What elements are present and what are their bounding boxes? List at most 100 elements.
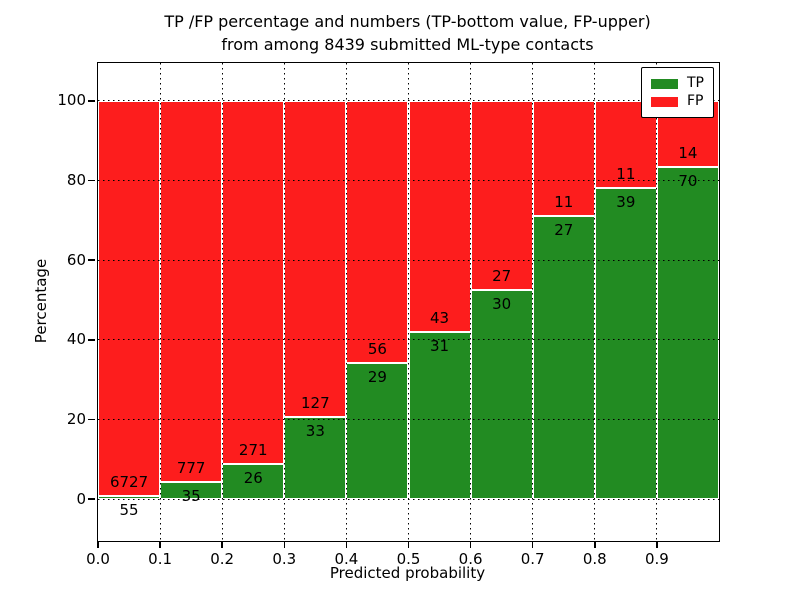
- tp-count-label: 30: [492, 294, 512, 313]
- x-tick-mark: [159, 541, 161, 548]
- tp-count-label: 29: [367, 368, 387, 387]
- x-tick-label: 0.5: [396, 550, 421, 568]
- bar-segment-fp: [532, 100, 595, 217]
- tp-count-label: 55: [119, 500, 139, 519]
- y-tick-mark: [88, 498, 95, 500]
- tp-count-label: 33: [305, 422, 325, 441]
- bar-segment-fp: [408, 100, 471, 333]
- y-tick-mark: [88, 259, 95, 261]
- bar-segment-fp: [470, 100, 533, 290]
- x-tick-label: 0.0: [86, 550, 110, 568]
- x-axis-label: Predicted probability: [329, 564, 486, 582]
- bar-segment-fp: [222, 100, 285, 465]
- fp-color-swatch: [651, 96, 678, 107]
- bar-segment-fp: [98, 100, 161, 496]
- bar-segment-fp: [594, 100, 657, 189]
- gridline-vertical: [345, 63, 347, 541]
- bar-segment-tp: [594, 188, 657, 500]
- fp-count-label: 14: [678, 144, 698, 163]
- x-tick-mark: [283, 541, 286, 548]
- y-tick-label: 80: [66, 171, 86, 189]
- x-tick-label: 0.3: [272, 550, 297, 568]
- legend: TP FP: [641, 67, 714, 118]
- legend-item-tp: TP: [651, 76, 704, 91]
- bar-segment-tp: [408, 332, 471, 500]
- grid-layer: [98, 63, 719, 541]
- y-tick-label: 100: [57, 91, 86, 110]
- tp-count-label: 35: [181, 487, 201, 505]
- fp-count-label: 56: [367, 340, 387, 359]
- bar-segment-tp: [656, 167, 719, 500]
- tp-color-swatch: [651, 78, 678, 89]
- y-tick-label: 60: [66, 250, 86, 269]
- x-tick-mark: [345, 541, 348, 548]
- bar-segment-tp: [346, 363, 409, 500]
- gridline-vertical: [283, 63, 285, 541]
- y-tick-label: 40: [66, 330, 86, 349]
- gridline-horizontal: [98, 419, 719, 420]
- gridline-vertical: [656, 63, 658, 541]
- x-tick-label: 0.6: [458, 550, 483, 568]
- bar-segment-fp: [160, 100, 223, 482]
- fp-count-label: 127: [301, 394, 330, 413]
- chart-title-line2: from among 8439 submitted ML-type contac…: [221, 35, 594, 55]
- legend-label-fp: FP: [687, 93, 704, 109]
- gridline-vertical: [532, 63, 534, 541]
- fp-count-label: 11: [554, 193, 574, 212]
- gridline-vertical: [594, 63, 596, 541]
- fp-count-label: 6727: [109, 472, 149, 491]
- ticks-layer: 0 20 40 60 80 100 0.0 0.1 0.2 0.3 0.4 0.5 0.6 0.7 0.8 0…: [57, 63, 719, 568]
- x-tick-label: 0.2: [210, 550, 235, 568]
- x-tick-mark: [594, 541, 596, 548]
- y-tick-mark: [88, 339, 95, 341]
- y-tick-mark: [88, 418, 95, 421]
- fp-count-label: 43: [430, 309, 450, 328]
- tp-count-label: 26: [243, 469, 263, 488]
- gridline-vertical: [221, 63, 223, 541]
- fp-count-label: 11: [616, 165, 636, 184]
- chart-title-line1: TP /FP percentage and numbers (TP-bottom…: [164, 12, 651, 31]
- bar-segment-tp: [470, 289, 533, 500]
- annotations-layer: 6727 55 777 35 271 26 127 33 56 29 43 31 27 30 11 27 11 3…: [98, 63, 719, 541]
- bar-segment-fp: [284, 100, 347, 417]
- y-tick-mark: [88, 100, 95, 102]
- bars-layer: [98, 63, 719, 541]
- x-tick-label: 0.4: [334, 550, 359, 568]
- plot-area: 6727 55 777 35 271 26 127 33 56 29 43 31 27 30 11 27 11 3…: [57, 62, 720, 568]
- x-tick-label: 0.1: [148, 550, 173, 568]
- fp-count-label: 27: [492, 266, 512, 285]
- chart-title: TP /FP percentage and numbers (TP-bottom…: [97, 10, 718, 56]
- tp-count-label: 27: [554, 221, 574, 240]
- x-tick-mark: [221, 541, 223, 548]
- fp-count-label: 777: [176, 459, 206, 477]
- gridline-vertical: [408, 63, 409, 541]
- fp-count-label: 271: [238, 441, 268, 460]
- tp-count-label: 70: [678, 172, 698, 191]
- x-tick-label: 0.9: [644, 550, 669, 568]
- legend-label-tp: TP: [687, 75, 704, 91]
- bar-segment-tp: [222, 464, 285, 500]
- tp-count-label: 31: [430, 337, 450, 356]
- x-tick-mark: [97, 541, 99, 548]
- bar-segment-tp: [98, 495, 161, 500]
- bar-segment-fp: [346, 100, 409, 364]
- y-tick-label: 20: [66, 410, 86, 428]
- y-tick-mark: [88, 179, 95, 182]
- x-tick-mark: [531, 541, 534, 548]
- gridline-horizontal: [98, 100, 719, 102]
- bar-segment-tp: [532, 216, 595, 500]
- bar-segment-tp: [284, 417, 347, 500]
- gridline-horizontal: [98, 259, 719, 261]
- x-tick-label: 0.8: [582, 550, 607, 568]
- gridline-horizontal: [98, 498, 719, 500]
- x-tick-mark: [656, 541, 658, 548]
- x-tick-mark: [469, 541, 472, 548]
- gridline-vertical: [159, 63, 161, 541]
- x-tick-mark: [407, 541, 410, 548]
- tp-count-label: 39: [616, 193, 636, 212]
- x-tick-label: 0.7: [520, 550, 545, 568]
- gridline-horizontal: [98, 180, 719, 181]
- legend-item-fp: FP: [651, 94, 704, 109]
- y-tick-label: 0: [76, 489, 86, 508]
